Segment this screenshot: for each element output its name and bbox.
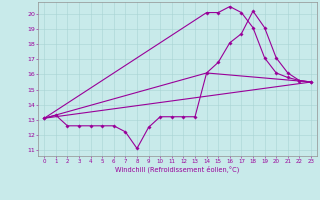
X-axis label: Windchill (Refroidissement éolien,°C): Windchill (Refroidissement éolien,°C) (116, 166, 240, 173)
